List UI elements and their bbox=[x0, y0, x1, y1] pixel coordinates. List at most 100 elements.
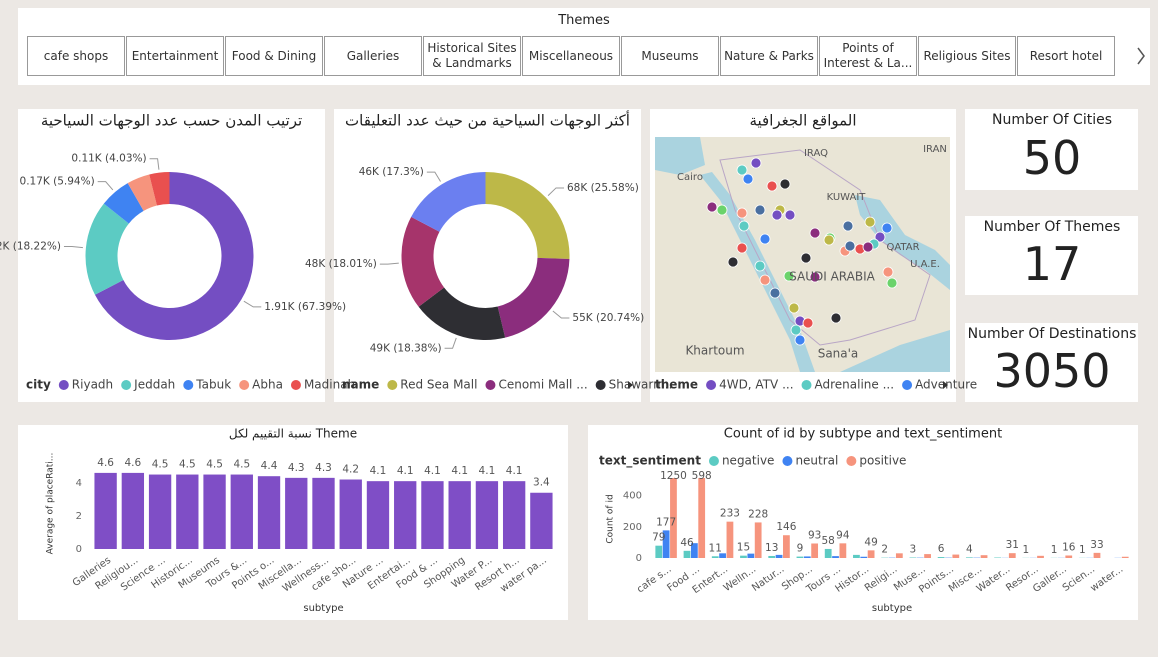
slicer-next[interactable] bbox=[1132, 36, 1152, 76]
map-point bbox=[736, 207, 748, 219]
data-label: 4.5 bbox=[152, 459, 169, 471]
data-label: 4.5 bbox=[233, 459, 250, 471]
map-point bbox=[882, 266, 894, 278]
map-point bbox=[886, 277, 898, 289]
legend-title: name bbox=[342, 378, 379, 392]
bar bbox=[747, 553, 755, 558]
map-point bbox=[736, 242, 748, 254]
map-point bbox=[759, 274, 771, 286]
card-value: 50 bbox=[1023, 131, 1082, 185]
data-label: 11 bbox=[709, 542, 722, 554]
data-label: 1250 bbox=[660, 470, 687, 482]
legend-marker bbox=[782, 456, 793, 466]
theme-button[interactable]: Galleries bbox=[324, 36, 422, 76]
bar-group bbox=[965, 555, 988, 558]
slice bbox=[149, 172, 170, 206]
bar bbox=[796, 556, 804, 558]
data-label: 0.52K (18.22%) bbox=[0, 241, 61, 253]
themes-slicer: Themes cafe shops Entertainment Food & Din… bbox=[18, 8, 1150, 85]
bar bbox=[230, 474, 253, 549]
theme-button[interactable]: Historical Sites & Landmarks bbox=[423, 36, 521, 76]
data-label: 49K (18.38%) bbox=[370, 342, 442, 354]
bar-group bbox=[937, 554, 960, 558]
map-point bbox=[738, 220, 750, 232]
data-label: 4.3 bbox=[315, 462, 332, 474]
bar bbox=[803, 556, 811, 558]
bar bbox=[965, 557, 973, 558]
map-point bbox=[706, 201, 718, 213]
map-point bbox=[784, 209, 796, 221]
card-value: 3050 bbox=[993, 344, 1110, 398]
map-point bbox=[766, 180, 778, 192]
legend-marker bbox=[846, 456, 857, 466]
leader-line bbox=[63, 246, 83, 249]
legend-label: Shawarm... bbox=[609, 378, 677, 392]
legend-marker bbox=[183, 380, 194, 390]
bar-group bbox=[1078, 552, 1101, 558]
y-axis-title: Average of placeRati... bbox=[46, 453, 56, 555]
bar bbox=[775, 554, 783, 558]
map-place: Sana'a bbox=[818, 347, 859, 361]
theme-button[interactable]: Points of Interest & La... bbox=[819, 36, 917, 76]
data-label: 177 bbox=[656, 516, 676, 528]
data-label: 33 bbox=[1090, 539, 1103, 551]
data-label: 16 bbox=[1062, 542, 1076, 554]
bar bbox=[502, 481, 526, 549]
bar bbox=[683, 550, 691, 558]
data-label: 49 bbox=[864, 536, 877, 548]
bar bbox=[726, 521, 734, 558]
panel bbox=[334, 109, 641, 402]
map-point bbox=[769, 287, 781, 299]
map-point bbox=[783, 270, 795, 282]
legend-next[interactable] bbox=[628, 381, 633, 389]
data-label: 68K (25.58%) bbox=[567, 182, 639, 194]
bar bbox=[952, 554, 960, 558]
data-label: 15 bbox=[737, 542, 750, 554]
theme-button[interactable]: cafe shops bbox=[27, 36, 125, 76]
bar bbox=[853, 554, 860, 558]
panel bbox=[965, 216, 1138, 295]
slice bbox=[94, 172, 254, 340]
bar bbox=[924, 554, 931, 558]
data-label: 46K (17.3%) bbox=[359, 166, 424, 178]
theme-button[interactable]: Food & Dining bbox=[225, 36, 323, 76]
border bbox=[719, 149, 931, 346]
legend-next[interactable] bbox=[943, 381, 948, 389]
bar bbox=[1121, 556, 1129, 558]
theme-button[interactable]: Entertainment bbox=[126, 36, 224, 76]
bar bbox=[1093, 552, 1101, 558]
data-label: 6 bbox=[938, 543, 945, 555]
data-label: 9 bbox=[797, 543, 804, 555]
bar bbox=[530, 492, 553, 549]
map-point bbox=[842, 220, 854, 232]
map-point bbox=[754, 204, 766, 216]
bar bbox=[937, 557, 945, 558]
data-label: 46 bbox=[680, 537, 694, 549]
bar bbox=[768, 555, 776, 558]
data-label: 4.2 bbox=[342, 464, 359, 476]
data-label: 48K (18.01%) bbox=[305, 258, 377, 270]
theme-button[interactable]: Resort hotel bbox=[1017, 36, 1115, 76]
theme-button[interactable]: Museums bbox=[621, 36, 719, 76]
bar bbox=[783, 535, 790, 558]
y-axis-title: Count of id bbox=[606, 494, 616, 543]
theme-button[interactable]: Religious Sites bbox=[918, 36, 1016, 76]
leader-line bbox=[444, 337, 457, 349]
slice bbox=[85, 203, 129, 295]
map-point bbox=[759, 233, 771, 245]
legend-label: Abha bbox=[252, 378, 283, 392]
bar bbox=[257, 476, 281, 549]
chart-title: ترتيب المدن حسب عدد الوجهات السياحية bbox=[41, 112, 302, 130]
leader-line bbox=[426, 171, 441, 182]
legend-label: Madinah bbox=[304, 378, 355, 392]
theme-button[interactable]: Miscellaneous bbox=[522, 36, 620, 76]
bar bbox=[670, 478, 677, 558]
map-point bbox=[809, 271, 821, 283]
theme-button[interactable]: Nature & Parks bbox=[720, 36, 818, 76]
bar-group bbox=[683, 478, 706, 558]
bar bbox=[860, 556, 868, 558]
legend-label: positive bbox=[859, 454, 906, 468]
bar bbox=[203, 474, 226, 549]
data-label: 4.1 bbox=[397, 465, 414, 477]
leader-line bbox=[547, 187, 565, 196]
